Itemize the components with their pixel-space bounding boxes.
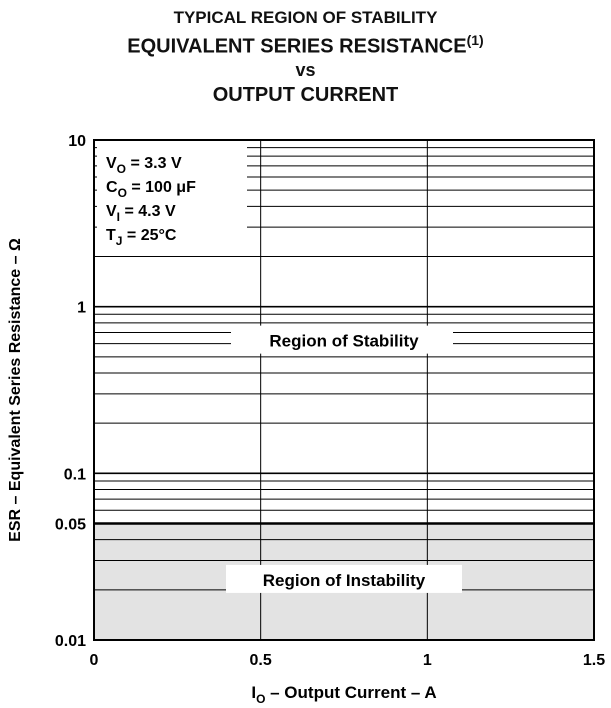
instability-label-background <box>226 564 462 593</box>
conditions-background <box>97 145 247 251</box>
annotations: VO = 3.3 V CO = 100 μF VI = 4.3 V TJ = 25°C… <box>106 155 426 590</box>
region-stability-label: Region of Stability <box>269 332 419 351</box>
y-tick-label: 0.1 <box>64 466 86 483</box>
footnote-marker: (1) <box>466 32 484 48</box>
chart-title-line-4: OUTPUT CURRENT <box>212 84 399 106</box>
y-axis-label: ESR – Equivalent Series Resistance – Ω <box>7 238 24 542</box>
grid-lines <box>94 140 594 640</box>
x-tick-label: 0.5 <box>250 652 272 669</box>
chart-title-line-3: vs <box>295 60 316 80</box>
tick-labels: 10 1 0.1 0.05 0.010 0.5 1 1.5 IO – Output Curren… <box>7 133 605 706</box>
y-tick-label: 0.05 <box>55 517 86 534</box>
plot-frame-border <box>93 139 595 641</box>
condition-label: TJ = 25°C <box>106 227 177 248</box>
x-tick-label: 1.5 <box>583 652 605 669</box>
label-backgrounds <box>97 145 462 593</box>
condition-label: VO = 3.3 V <box>106 155 182 176</box>
stability-label-background <box>231 325 453 354</box>
chart-title-line-1: TYPICAL REGION OF STABILITY <box>173 8 438 27</box>
x-tick-label: 0 <box>90 652 99 669</box>
condition-label: VI = 4.3 V <box>106 203 176 224</box>
chart-title-main: EQUIVALENT SERIES RESISTANCE <box>127 35 467 58</box>
y-tick-label: 1 <box>77 300 86 317</box>
plot-frame <box>93 139 595 641</box>
region-instability-label: Region of Instability <box>263 571 426 590</box>
y-tick-label: 0.01 <box>55 633 86 650</box>
chart-title-line-2: EQUIVALENT SERIES RESISTANCE(1) <box>0 32 611 59</box>
x-axis-label: IO – Output Current – A <box>251 683 436 706</box>
y-tick-label: 10 <box>68 133 86 150</box>
x-tick-label: 1 <box>423 652 432 669</box>
condition-label: CO = 100 μF <box>106 179 196 200</box>
